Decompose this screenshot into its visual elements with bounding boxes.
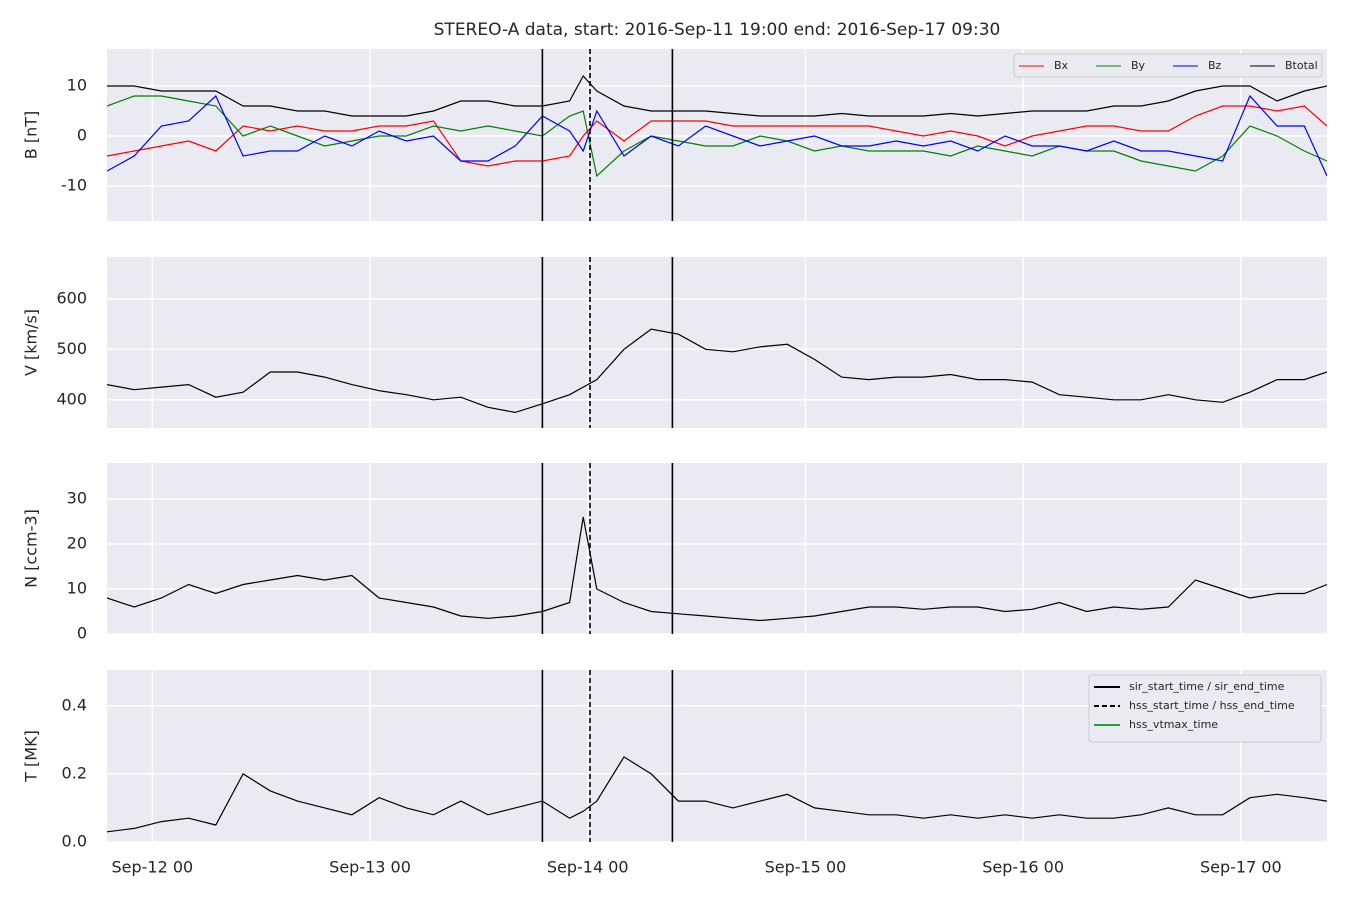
legend-label: hss_start_time / hss_end_time (1129, 699, 1295, 712)
y-axis-label: N [ccm-3] (22, 509, 41, 588)
y-tick-label: 0.0 (62, 832, 87, 851)
data-line (107, 74, 1327, 117)
x-tick-label: Sep-16 00 (982, 858, 1064, 877)
y-tick-label: 0.2 (62, 763, 87, 782)
y-tick-label: -10 (61, 176, 87, 195)
legend-label: hss_vtmax_time (1129, 718, 1218, 731)
data-line (107, 94, 1327, 177)
legend-label: Btotal (1285, 59, 1318, 72)
y-tick-label: 600 (56, 288, 87, 307)
y-tick-label: 0 (77, 624, 87, 643)
plot-area (107, 257, 1327, 428)
legend-box (1088, 674, 1322, 743)
y-tick-label: 0 (77, 126, 87, 145)
data-line (107, 105, 1327, 167)
y-tick-label: 0.4 (62, 695, 87, 714)
x-tick-label: Sep-15 00 (765, 858, 847, 877)
legend-label: Bx (1054, 59, 1069, 72)
y-axis-label: V [km/s] (22, 309, 41, 376)
y-tick-label: 20 (67, 534, 87, 553)
plot-area (107, 463, 1327, 634)
plot-background (107, 49, 1327, 221)
legend-label: sir_start_time / sir_end_time (1129, 680, 1285, 693)
y-axis-label: B [nT] (22, 111, 41, 159)
data-line (107, 95, 1327, 178)
legend-label: Bz (1208, 59, 1222, 72)
data-line (107, 516, 1327, 622)
plot-area (107, 49, 1327, 221)
x-tick-label: Sep-17 00 (1200, 858, 1282, 877)
y-tick-label: 400 (56, 389, 87, 408)
x-tick-label: Sep-14 00 (547, 858, 629, 877)
y-tick-label: 10 (67, 579, 87, 598)
legend-label: By (1131, 59, 1146, 72)
y-tick-label: 10 (67, 76, 87, 95)
chart-title: STEREO-A data, start: 2016-Sep-11 19:00 … (434, 20, 1001, 40)
plot-background (107, 463, 1327, 634)
x-tick-label: Sep-12 00 (111, 858, 193, 877)
y-axis-label: T [MK] (22, 730, 41, 783)
data-line (107, 756, 1327, 833)
legend-box (1013, 53, 1323, 78)
y-tick-label: 30 (67, 489, 87, 508)
data-line (107, 328, 1327, 414)
x-tick-label: Sep-13 00 (329, 858, 411, 877)
plot-background (107, 257, 1327, 428)
y-tick-label: 500 (56, 339, 87, 358)
